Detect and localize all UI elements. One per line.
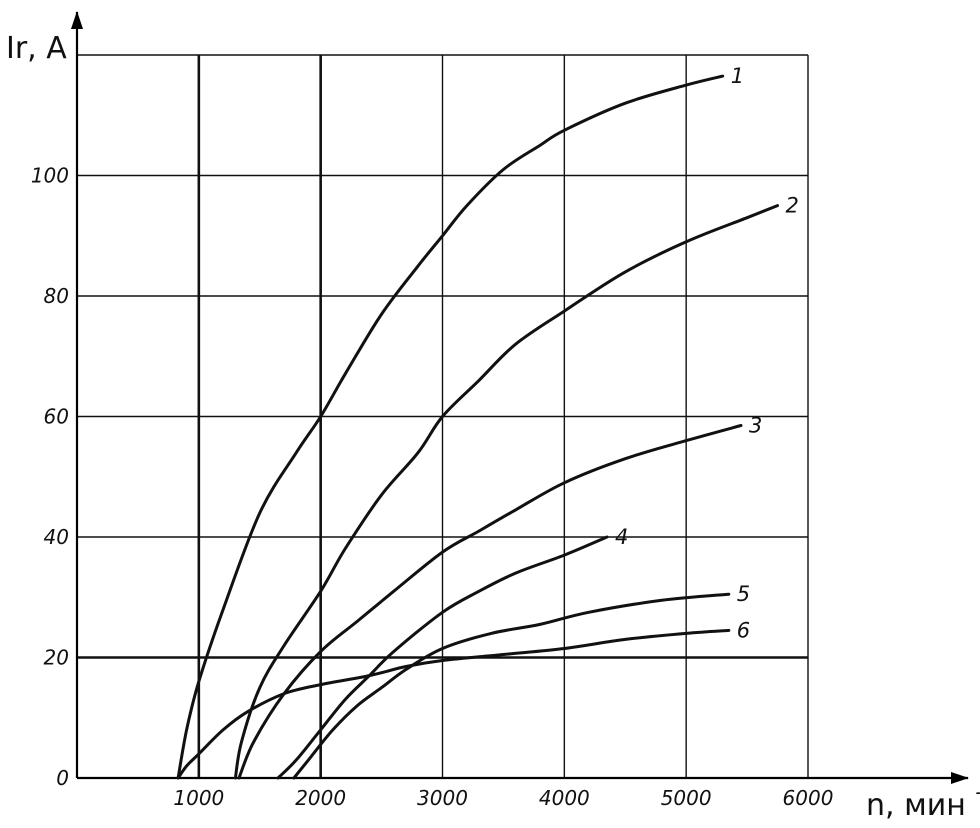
axes-layer	[71, 11, 969, 784]
series-line-2	[233, 204, 779, 780]
grid-layer	[77, 54, 809, 778]
y-axis-title: Ir, A	[6, 31, 67, 66]
series-label-1: 1	[731, 64, 744, 88]
series-label-6: 6	[737, 618, 750, 642]
x-tick-label-6000: 6000	[783, 786, 834, 810]
y-tick-label-20: 20	[44, 646, 69, 670]
series-line-4	[276, 535, 609, 780]
labels-layer: 1000 2000 3000 4000 5000 6000 0 20 40 60 80 100 1 2 3 4…	[31, 64, 834, 810]
y-tick-label-60: 60	[44, 405, 69, 429]
y-tick-label-80: 80	[44, 284, 69, 308]
series-label-2: 2	[786, 194, 799, 218]
x-tick-label-5000: 5000	[661, 786, 712, 810]
series-line-5	[292, 592, 731, 780]
y-tick-label-100: 100	[31, 164, 69, 188]
y-tick-label-40: 40	[44, 525, 69, 549]
series-label-5: 5	[737, 582, 750, 606]
x-tick-label-1000: 1000	[173, 786, 224, 810]
series-layer	[176, 74, 779, 780]
x-axis-title: n, мин -1	[866, 780, 980, 823]
series-line-6	[176, 628, 731, 780]
x-tick-label-3000: 3000	[417, 786, 468, 810]
x-axis-title-superscript: -1	[975, 780, 980, 804]
series-label-4: 4	[615, 525, 628, 549]
y-tick-label-0: 0	[56, 766, 69, 790]
series-line-1	[176, 74, 725, 780]
series-label-3: 3	[749, 414, 762, 438]
x-axis-title-text: n, мин	[866, 788, 966, 823]
x-tick-label-2000: 2000	[295, 786, 346, 810]
x-tick-label-4000: 4000	[539, 786, 590, 810]
